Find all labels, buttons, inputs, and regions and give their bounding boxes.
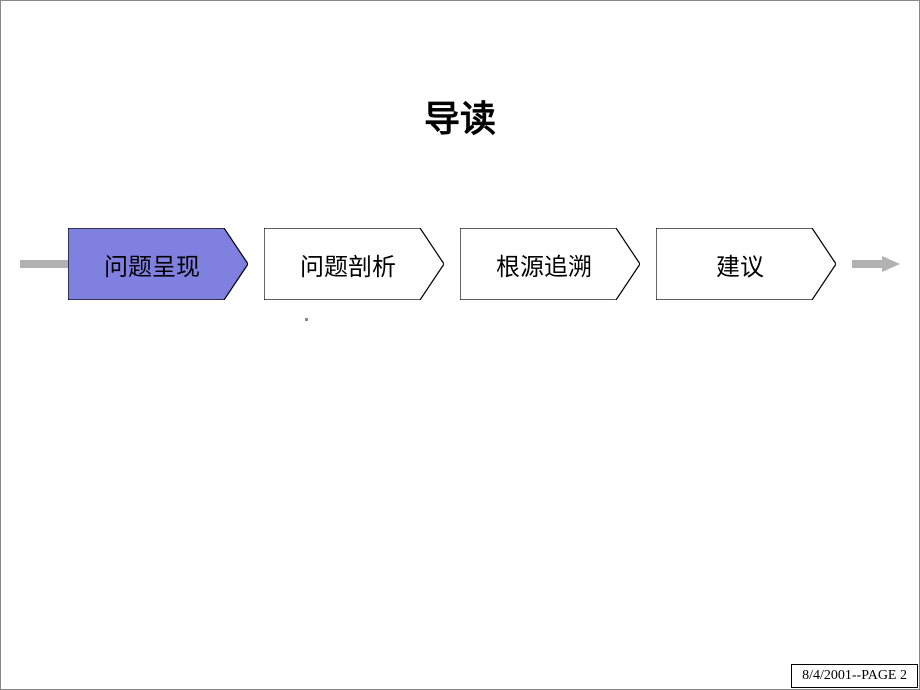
flow-step: 根源追溯 <box>460 228 640 300</box>
flow-step-label: 建议 <box>656 228 836 300</box>
footer-date-page: 8/4/2001--PAGE 2 <box>791 664 918 688</box>
flow-step-label: 根源追溯 <box>460 228 640 300</box>
flow-step: 问题呈现 <box>68 228 248 300</box>
flow-step: 建议 <box>656 228 836 300</box>
flow-diagram: 问题呈现 问题剖析 根源追溯 建议 <box>0 228 920 300</box>
leading-line <box>20 260 68 268</box>
flow-step: 问题剖析 <box>264 228 444 300</box>
flow-step-label: 问题剖析 <box>264 228 444 300</box>
trailing-arrow-icon <box>852 256 900 277</box>
dot-decoration <box>305 318 308 321</box>
page-title: 导读 <box>0 90 920 142</box>
flow-step-label: 问题呈现 <box>68 228 248 300</box>
